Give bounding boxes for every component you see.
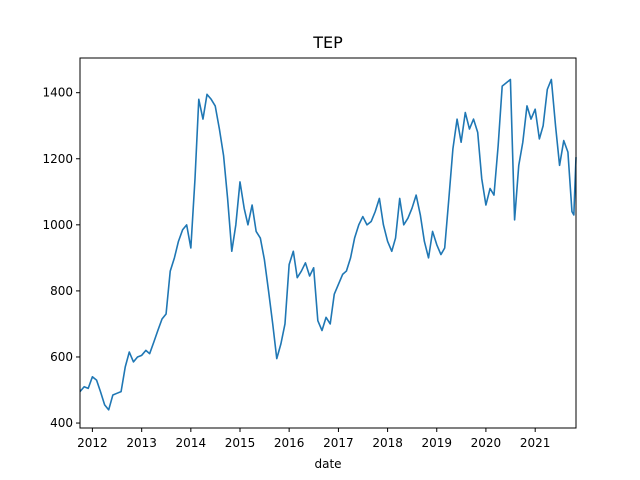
y-tick-label: 1400	[42, 86, 73, 100]
x-tick-label: 2018	[372, 436, 403, 450]
y-axis: 400 600 800 1000 1200 1400	[42, 86, 80, 430]
x-tick-label: 2015	[225, 436, 256, 450]
x-tick-label: 2013	[126, 436, 157, 450]
y-tick-label: 800	[50, 284, 73, 298]
x-axis-label: date	[314, 457, 341, 471]
x-axis: 2012 2013 2014 2015 2016 2017 2018 2019 2020 2021	[77, 428, 550, 450]
x-tick-label: 2017	[323, 436, 354, 450]
chart-title: TEP	[312, 33, 343, 52]
x-tick-label: 2019	[421, 436, 452, 450]
series-line-0	[79, 78, 577, 411]
x-tick-label: 2021	[520, 436, 551, 450]
x-tick-label: 2020	[471, 436, 502, 450]
axes-frame	[79, 57, 577, 429]
y-tick-label: 1200	[42, 152, 73, 166]
plot-area	[79, 78, 577, 411]
x-tick-label: 2014	[176, 436, 207, 450]
y-tick-label: 400	[50, 416, 73, 430]
x-tick-label: 2012	[77, 436, 108, 450]
y-tick-label: 1000	[42, 218, 73, 232]
x-tick-label: 2016	[274, 436, 305, 450]
y-tick-label: 600	[50, 350, 73, 364]
